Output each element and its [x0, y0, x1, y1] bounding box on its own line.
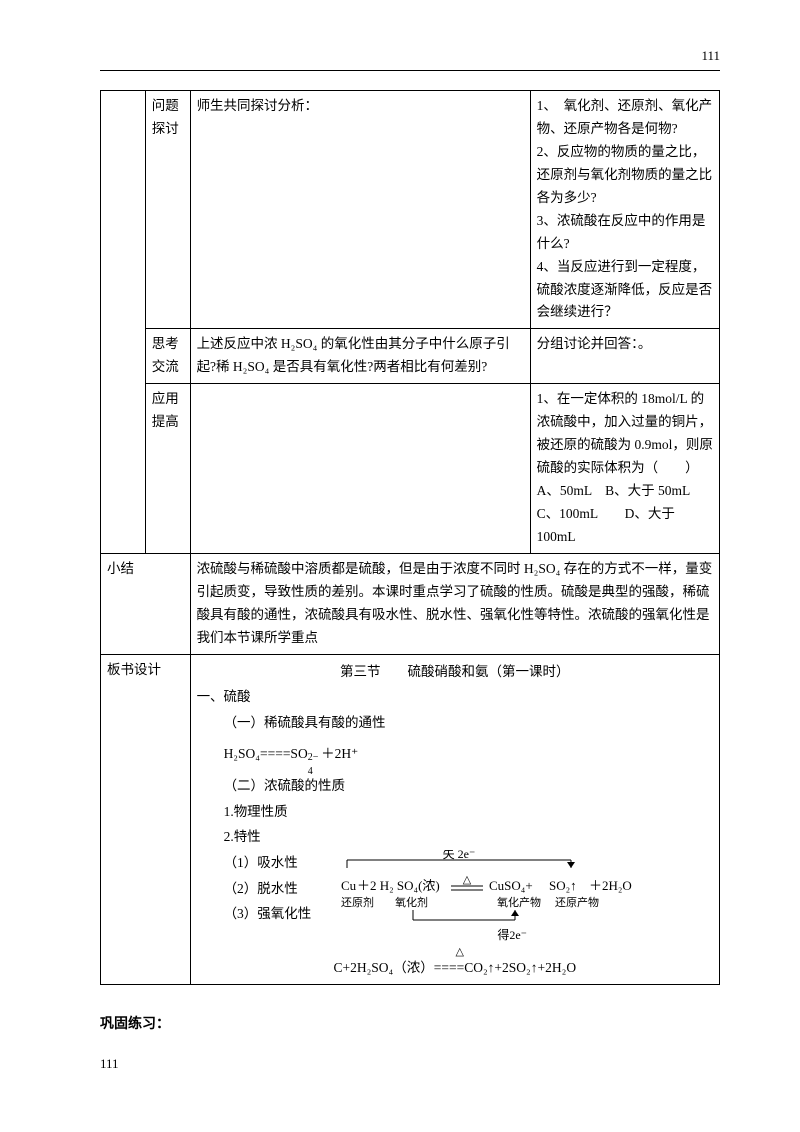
- cell-notes: 1、 氧化剂、还原剂、氧化产物、还原产物各是何物? 2、反应物的物质的量之比，还…: [530, 91, 719, 329]
- cell-notes: 1、在一定体积的 18mol/L 的浓硫酸中，加入过量的铜片，被还原的硫酸为 0…: [530, 384, 719, 554]
- cell-content: [190, 384, 530, 554]
- board-title: 第三节 硫酸硝酸和氨（第一课时）: [197, 659, 713, 685]
- board-line: （一）稀硫酸具有酸的通性: [197, 710, 713, 736]
- redox-diagram: 失 2e⁻ Cu ＋2 H₂ SO₄(浓) △ CuSO₄+ SO₂↑ ＋2H₂…: [311, 850, 641, 926]
- main-table: 问题探讨 师生共同探讨分析： 1、 氧化剂、还原剂、氧化产物、还原产物各是何物?…: [100, 90, 720, 985]
- table-row: 板书设计 第三节 硫酸硝酸和氨（第一课时） 一、硫酸 （一）稀硫酸具有酸的通性 …: [101, 654, 720, 985]
- cell-board-label: 板书设计: [101, 654, 191, 985]
- cell-label: 思考交流: [145, 329, 190, 384]
- cell-summary-label: 小结: [101, 553, 191, 654]
- board-line: 一、硫酸: [197, 684, 713, 710]
- svg-text:失 2e⁻: 失 2e⁻: [443, 850, 476, 861]
- table-row: 问题探讨 师生共同探讨分析： 1、 氧化剂、还原剂、氧化产物、还原产物各是何物?…: [101, 91, 720, 329]
- board-line: 1.物理性质: [197, 799, 713, 825]
- table-row: 思考交流 上述反应中浓 H₂SO₄ 的氧化性由其分子中什么原子引起?稀 H₂SO…: [101, 329, 720, 384]
- board-line: （3）强氧化性: [197, 901, 312, 927]
- svg-text:氧化产物: 氧化产物: [497, 895, 541, 909]
- cell-board-content: 第三节 硫酸硝酸和氨（第一课时） 一、硫酸 （一）稀硫酸具有酸的通性 H₂SO₄…: [190, 654, 719, 985]
- page-number-bottom: 111: [100, 1056, 119, 1072]
- cell-label: 问题探讨: [145, 91, 190, 329]
- gain-label: 得2e⁻: [311, 924, 713, 947]
- board-equation-1: H₂SO₄====SO2−4 ＋2H⁺: [197, 741, 713, 767]
- cell-summary-content: 浓硫酸与稀硫酸中溶质都是硫酸，但是由于浓度不同时 H₂SO₄ 存在的方式不一样，…: [190, 553, 719, 654]
- svg-text:＋2H₂O: ＋2H₂O: [589, 878, 632, 893]
- board-line: 2.特性: [197, 824, 713, 850]
- board-equation-2: △ C+2H₂SO₄（浓）====CO₂↑+2SO₂↑+2H₂O: [197, 955, 713, 981]
- table-row: 小结 浓硫酸与稀硫酸中溶质都是硫酸，但是由于浓度不同时 H₂SO₄ 存在的方式不…: [101, 553, 720, 654]
- cell-empty: [101, 91, 146, 554]
- svg-text:△: △: [463, 874, 472, 886]
- table-row: 应用提高 1、在一定体积的 18mol/L 的浓硫酸中，加入过量的铜片，被还原的…: [101, 384, 720, 554]
- practice-heading: 巩固练习：: [100, 1013, 720, 1033]
- board-line: （二）浓硫酸的性质: [197, 773, 713, 799]
- header-rule: [100, 70, 720, 71]
- cell-content: 师生共同探讨分析：: [190, 91, 530, 329]
- cell-content: 上述反应中浓 H₂SO₄ 的氧化性由其分子中什么原子引起?稀 H₂SO₄ 是否具…: [190, 329, 530, 384]
- cell-notes: 分组讨论并回答：。: [530, 329, 719, 384]
- svg-text:还原剂: 还原剂: [341, 895, 374, 909]
- board-line: （2）脱水性: [197, 876, 312, 902]
- svg-text:Cu: Cu: [341, 878, 357, 893]
- svg-text:SO₂↑: SO₂↑: [549, 878, 577, 893]
- svg-text:还原产物: 还原产物: [555, 895, 599, 909]
- board-line: （1）吸水性: [197, 850, 312, 876]
- cell-label: 应用提高: [145, 384, 190, 554]
- page-number-top: 111: [701, 48, 720, 64]
- svg-text:CuSO₄+: CuSO₄+: [489, 878, 533, 893]
- svg-text:氧化剂: 氧化剂: [395, 895, 428, 909]
- svg-text:＋2 H₂ SO₄(浓): ＋2 H₂ SO₄(浓): [357, 878, 440, 893]
